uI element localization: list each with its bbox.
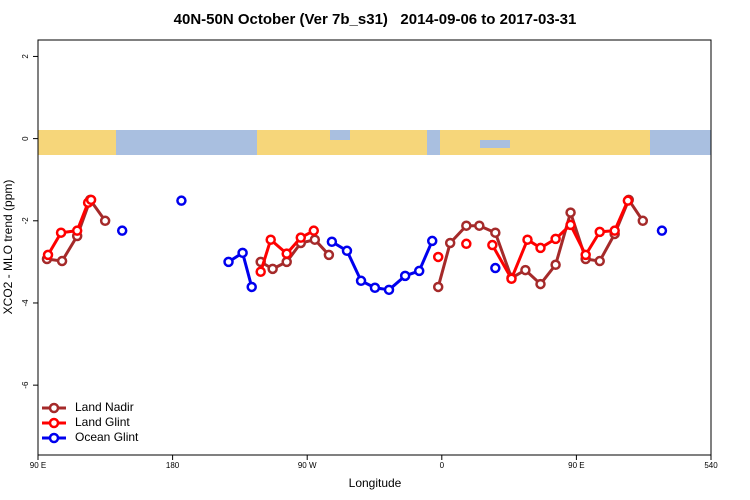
- series-line: [46, 198, 630, 281]
- data-point: [520, 264, 531, 276]
- data-point: [237, 247, 248, 259]
- data-point: [369, 282, 381, 294]
- data-point: [323, 249, 335, 261]
- data-point: [281, 256, 292, 268]
- data-point: [580, 249, 591, 261]
- data-point: [341, 245, 353, 257]
- data-point: [116, 225, 128, 236]
- data-point: [432, 281, 444, 293]
- legend-label: Land Nadir: [75, 400, 134, 414]
- data-point: [609, 225, 620, 236]
- data-point: [223, 256, 234, 268]
- data-point: [176, 195, 187, 206]
- y-tick-label: -4: [21, 299, 30, 307]
- data-point: [326, 236, 338, 247]
- data-point: [309, 234, 321, 245]
- data-point: [413, 265, 425, 277]
- data-point: [99, 215, 111, 227]
- x-tick-label: 540: [704, 461, 718, 470]
- y-tick-label: 2: [21, 54, 30, 59]
- data-point: [265, 234, 276, 245]
- data-point: [506, 273, 517, 284]
- legend-marker: [48, 417, 60, 429]
- data-point: [490, 227, 501, 238]
- data-point: [461, 238, 472, 250]
- data-point: [432, 251, 444, 263]
- data-point: [594, 255, 605, 267]
- data-point: [622, 195, 634, 206]
- data-point: [490, 262, 501, 274]
- data-point: [550, 233, 561, 245]
- data-point: [426, 235, 438, 247]
- data-point: [656, 225, 668, 236]
- x-tick-label: 90 E: [568, 461, 584, 470]
- x-tick-label: 90 E: [30, 461, 46, 470]
- x-tick-label: 90 W: [298, 461, 317, 470]
- data-point: [42, 249, 54, 261]
- data-point: [71, 225, 83, 236]
- data-point: [637, 215, 649, 227]
- y-tick-label: -6: [21, 381, 30, 389]
- x-axis-label: Longitude: [349, 476, 402, 490]
- data-point: [295, 232, 307, 243]
- data-point: [267, 263, 278, 275]
- map-strip: [38, 130, 711, 155]
- data-point: [55, 227, 67, 238]
- data-point: [461, 220, 472, 231]
- series: [42, 194, 634, 284]
- legend-label: Ocean Glint: [75, 430, 139, 444]
- data-point: [565, 207, 576, 218]
- data-point: [246, 281, 257, 293]
- y-axis-label: XCO2 - MLO trend (ppm): [1, 180, 15, 315]
- data-point: [535, 242, 546, 254]
- data-point: [281, 248, 292, 259]
- chart-title: 40N-50N October (Ver 7b_s31) 2014-09-06 …: [174, 11, 577, 28]
- data-point: [565, 219, 576, 231]
- legend-marker: [48, 402, 60, 414]
- y-tick-label: -2: [21, 217, 30, 225]
- data-point: [56, 255, 68, 267]
- data-point: [308, 225, 320, 236]
- data-point: [255, 266, 266, 277]
- data-point: [522, 234, 533, 245]
- y-tick-label: 0: [21, 136, 30, 141]
- data-point: [383, 284, 395, 296]
- data-point: [550, 259, 561, 271]
- data-point: [355, 275, 367, 287]
- x-tick-label: 180: [166, 461, 180, 470]
- x-tick-label: 0: [440, 461, 445, 470]
- legend-label: Land Glint: [75, 415, 130, 429]
- data-point: [85, 194, 97, 206]
- legend-marker: [48, 432, 60, 444]
- data-point: [399, 270, 411, 282]
- series: [116, 195, 668, 296]
- data-point: [444, 237, 456, 249]
- data-point: [594, 226, 605, 238]
- data-point: [487, 239, 498, 251]
- data-point: [535, 278, 546, 290]
- data-point: [474, 220, 485, 231]
- plot-frame: [37, 39, 712, 456]
